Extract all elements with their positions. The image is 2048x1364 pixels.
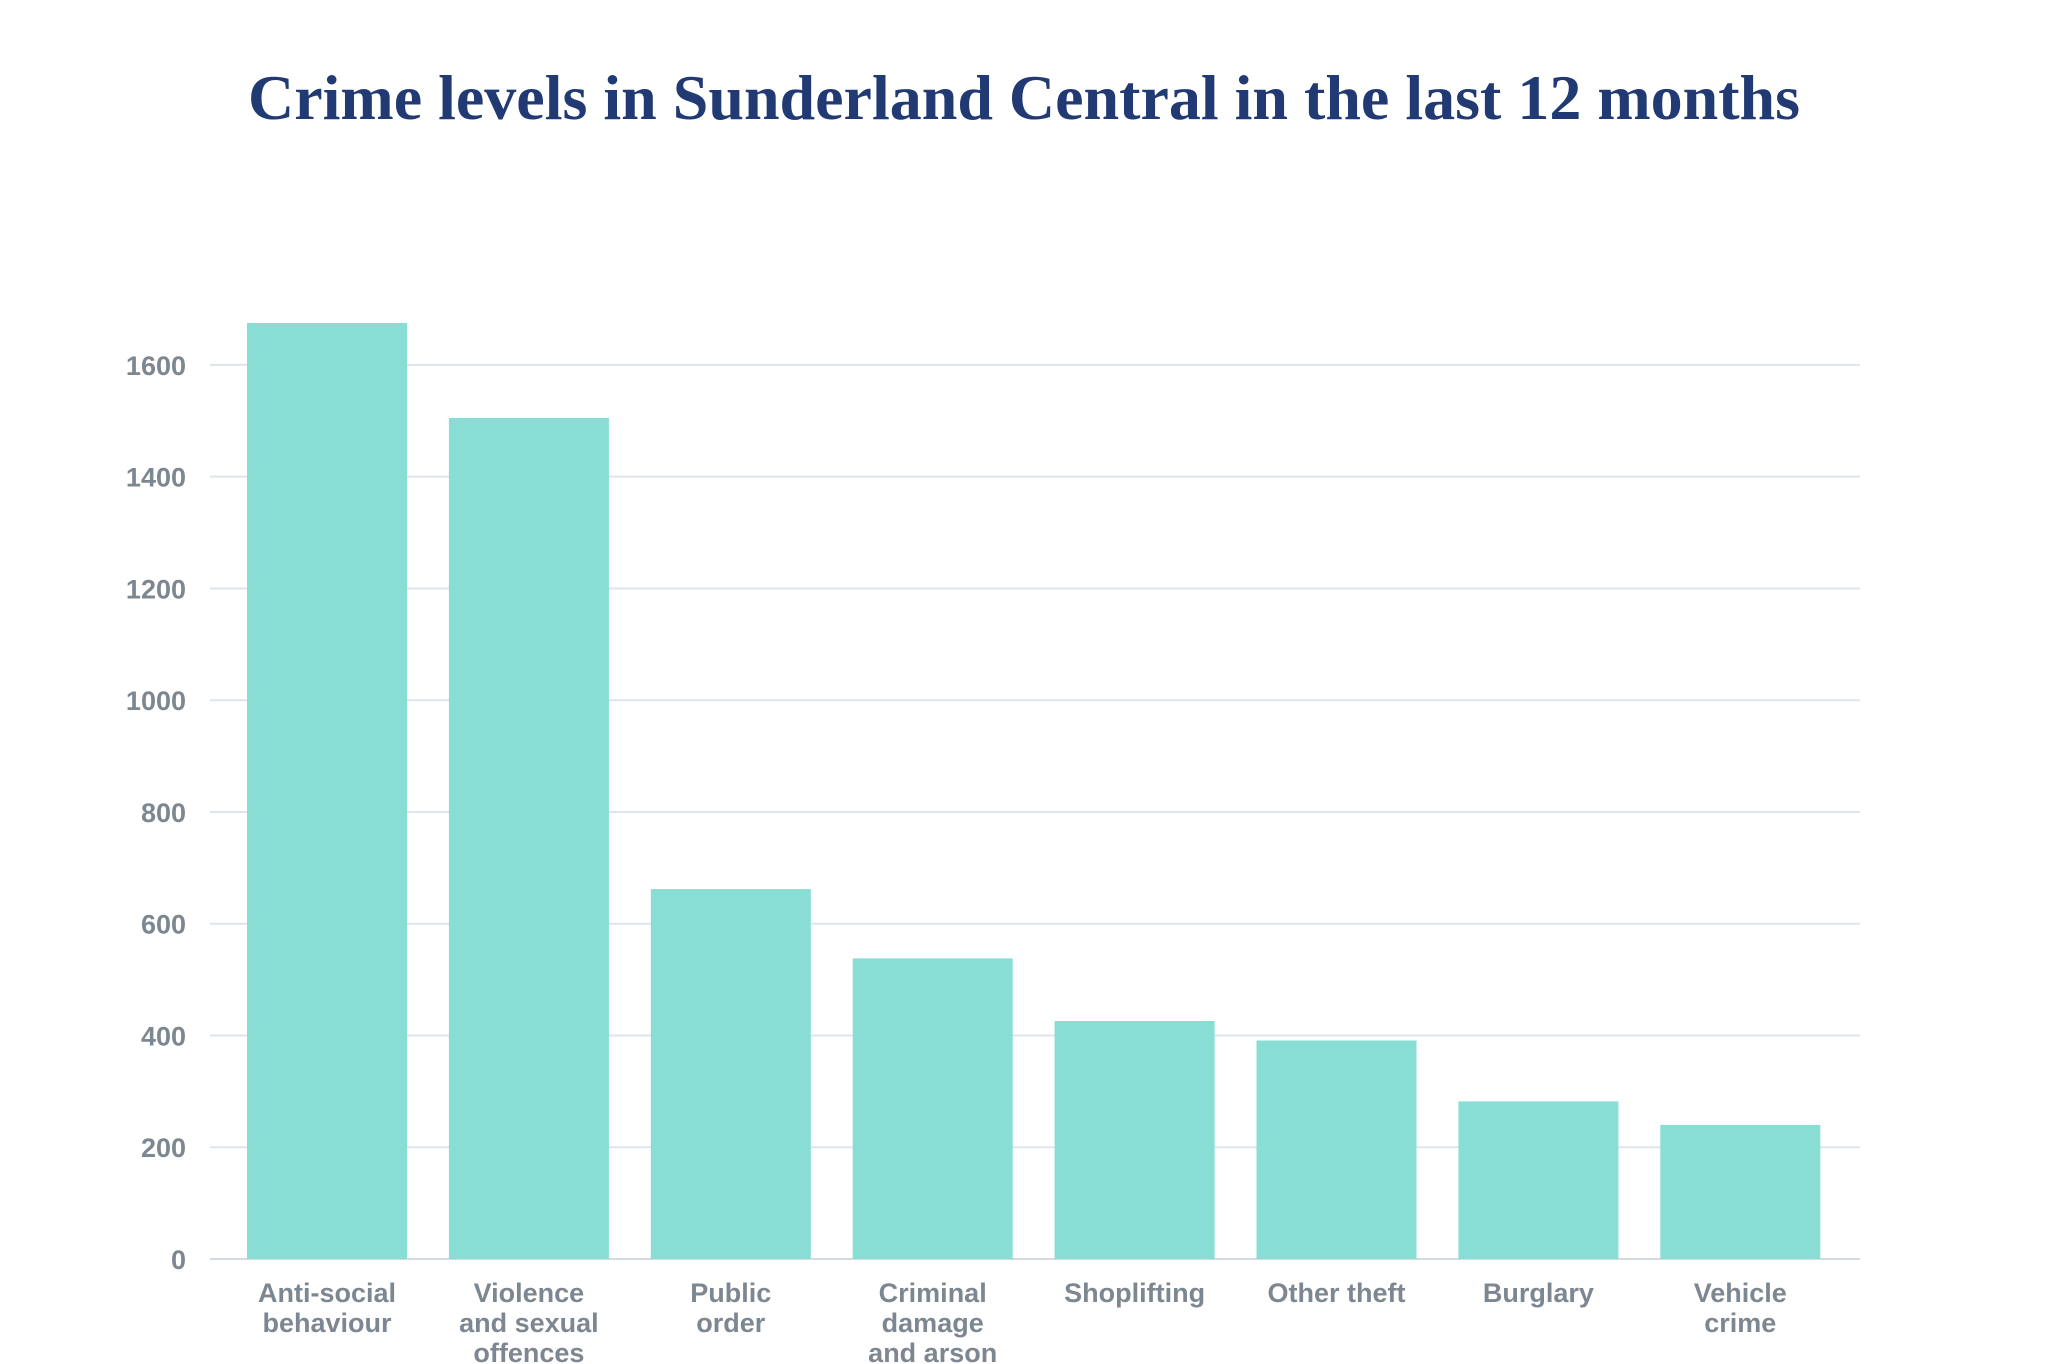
bar-0 — [247, 323, 407, 1259]
bar-7 — [1660, 1124, 1821, 1259]
x-category-label-3: Criminal damage and arson — [868, 1278, 997, 1364]
x-category-label-0: Anti-social behaviour — [258, 1278, 396, 1338]
y-tick-label-200: 200 — [141, 1133, 186, 1163]
y-tick-label-400: 400 — [141, 1021, 186, 1051]
x-category-label-2: Public order — [690, 1278, 771, 1338]
bar-4 — [1054, 1021, 1215, 1259]
bar-6 — [1458, 1101, 1619, 1259]
bars — [247, 323, 1821, 1259]
x-category-label-5: Other theft — [1268, 1278, 1406, 1308]
y-tick-label-1000: 1000 — [126, 686, 186, 716]
bar-2 — [650, 889, 811, 1259]
x-axis-labels: Anti-social behaviour Violence and sexual of… — [258, 1278, 1787, 1364]
x-category-label-7: Vehicle crime — [1694, 1278, 1787, 1338]
x-category-label-6: Burglary — [1483, 1278, 1594, 1308]
bar-3 — [852, 958, 1013, 1259]
y-tick-label-600: 600 — [141, 910, 186, 940]
y-tick-label-1200: 1200 — [126, 574, 186, 604]
x-category-label-1: Violence and sexual offences — [459, 1278, 599, 1364]
bar-1 — [448, 418, 609, 1259]
y-tick-label-1600: 1600 — [126, 351, 186, 381]
bar-5 — [1256, 1040, 1417, 1259]
y-tick-label-800: 800 — [141, 798, 186, 828]
x-category-label-4: Shoplifting — [1064, 1278, 1205, 1308]
y-tick-label-1400: 1400 — [126, 463, 186, 493]
y-tick-label-0: 0 — [171, 1245, 186, 1275]
chart-title: Crime levels in Sunderland Central in th… — [247, 62, 1801, 133]
y-axis-ticks: 0 200 400 600 800 1000 1200 1400 1600 — [126, 351, 186, 1275]
